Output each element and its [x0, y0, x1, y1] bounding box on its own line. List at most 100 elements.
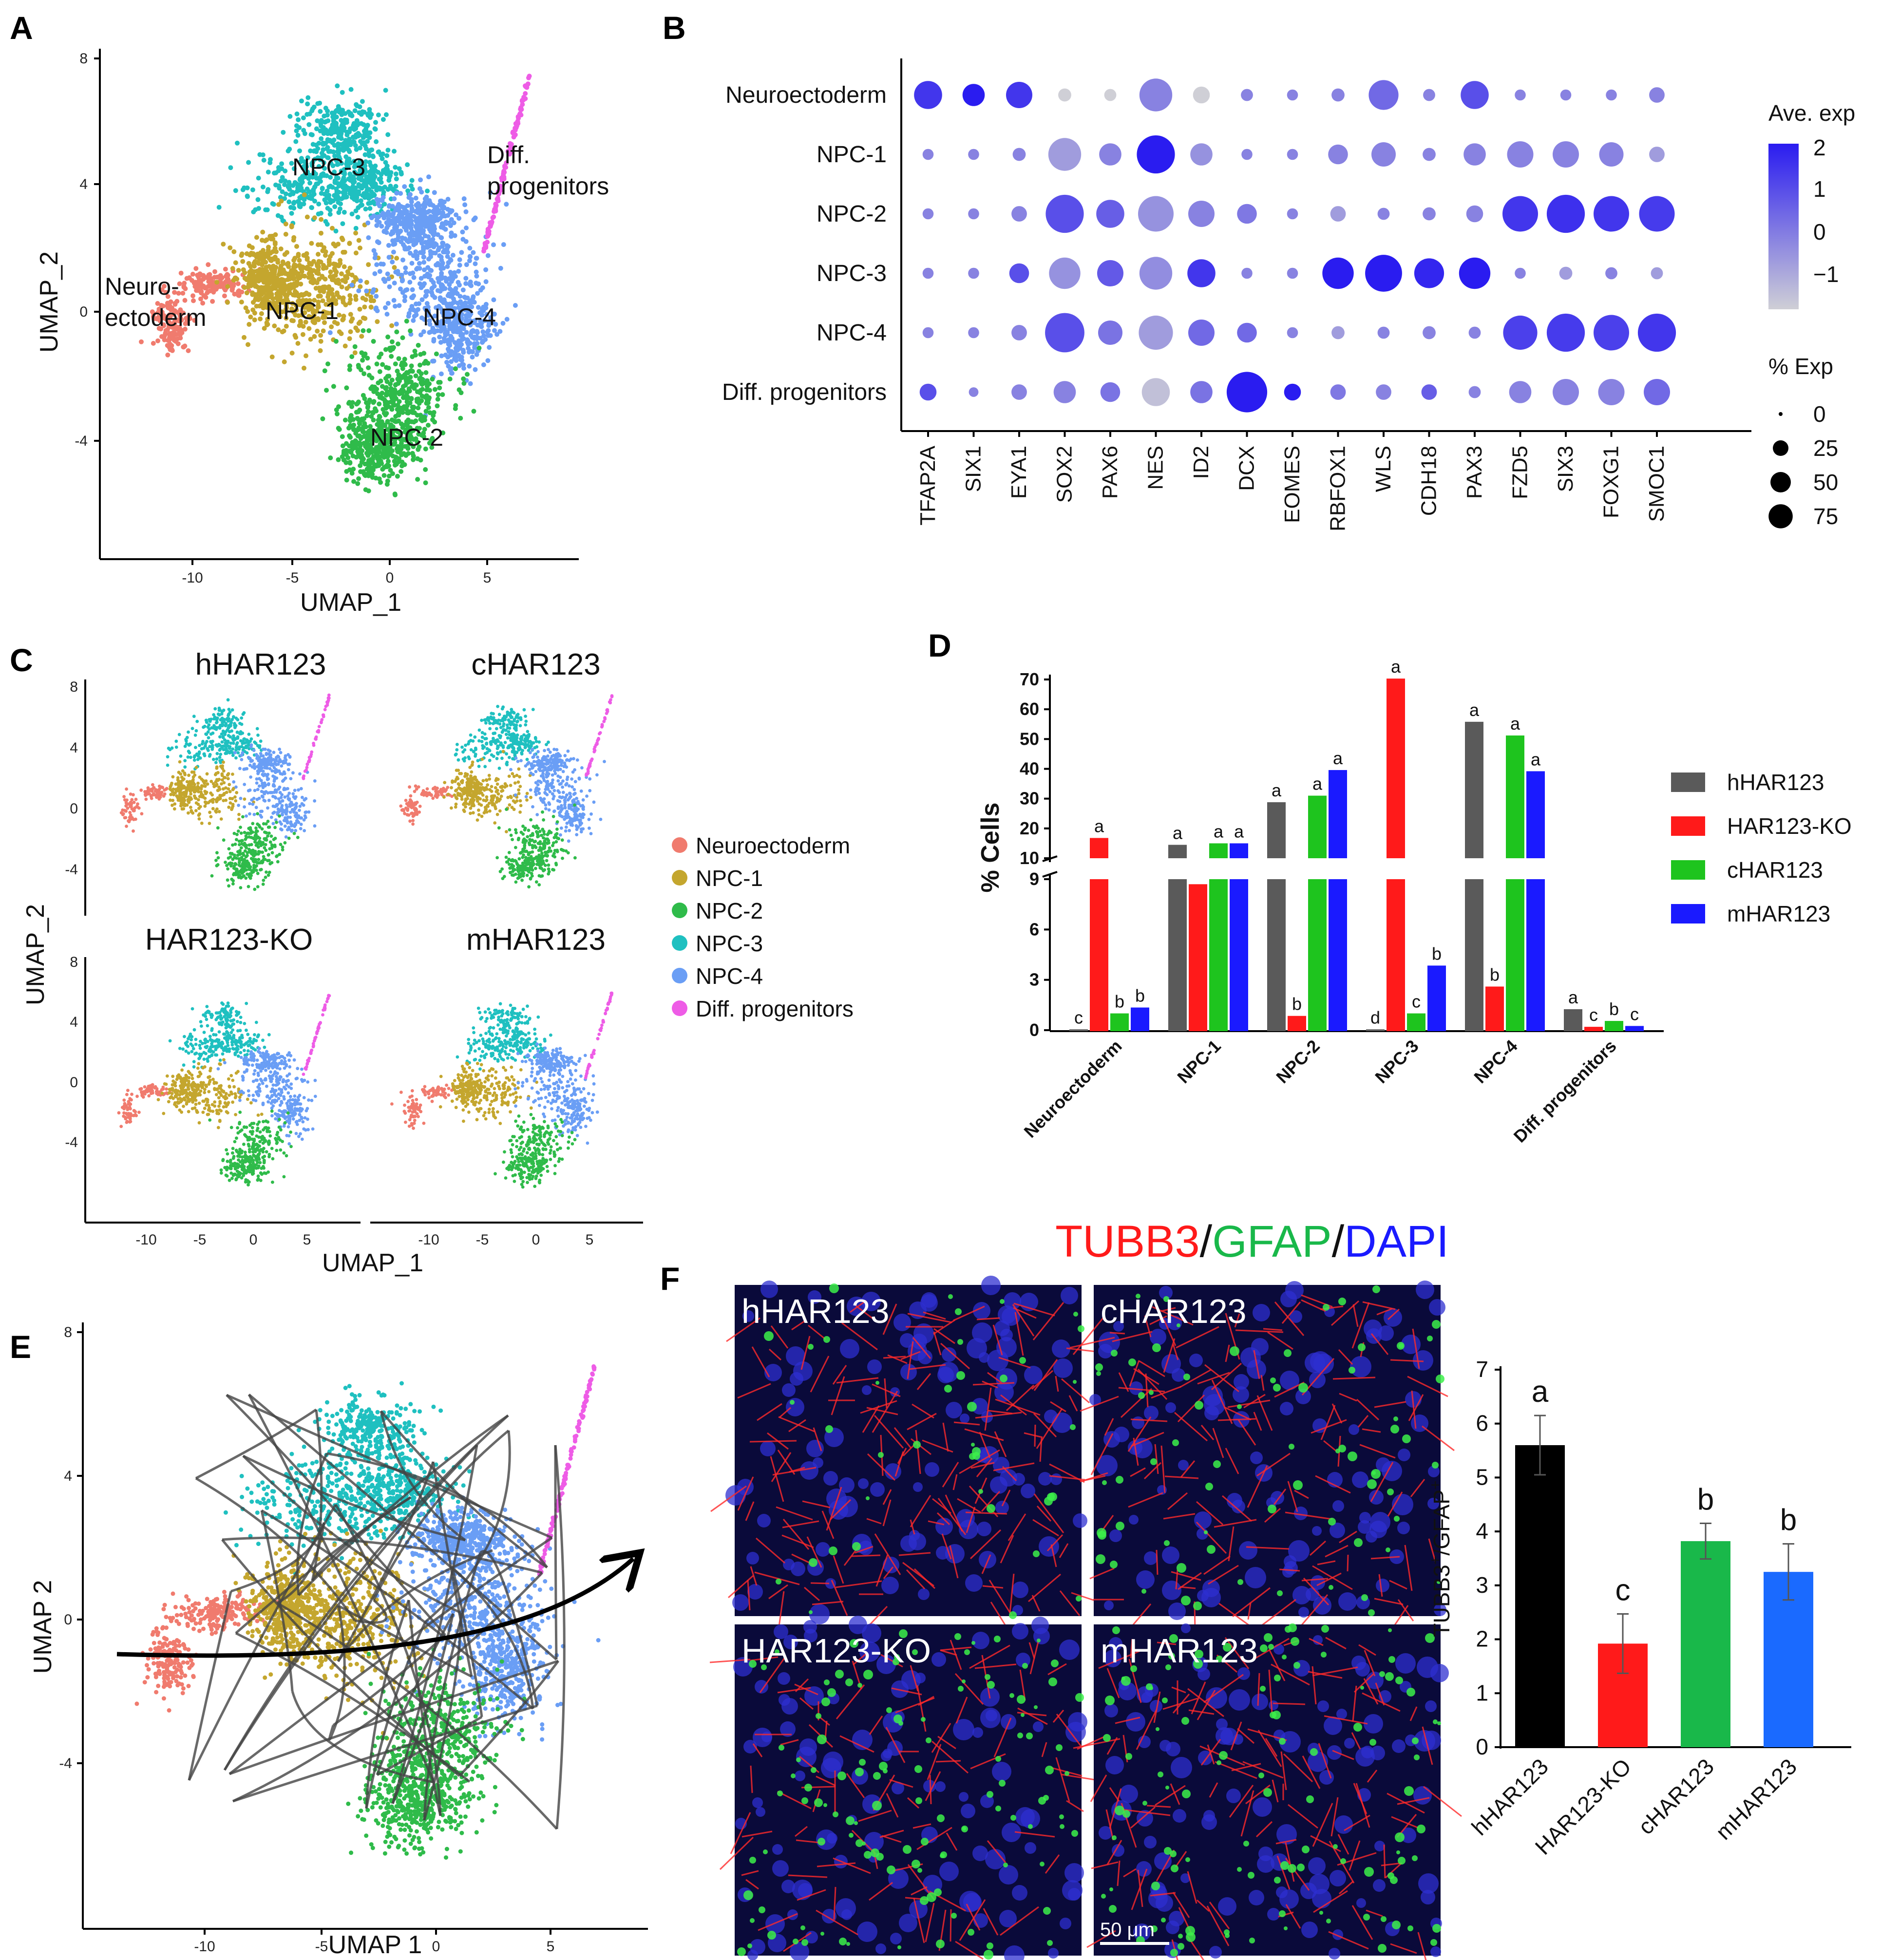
umap-a-point — [400, 335, 405, 340]
umap-a-point — [285, 262, 290, 267]
umap-a-point — [294, 189, 300, 194]
umap-c-point — [227, 714, 230, 717]
dotplot-dot — [1423, 207, 1436, 221]
umap-a-point — [303, 163, 308, 169]
umap-c-point — [243, 865, 247, 869]
umap-c-point — [232, 864, 236, 868]
umap-a-point — [166, 320, 171, 324]
umap-c-point — [249, 743, 253, 747]
umap-c-point — [248, 802, 251, 806]
umap-a-point — [432, 387, 437, 392]
umap-a-point — [161, 322, 166, 327]
umap-a-point — [347, 460, 353, 465]
dotplot-dot — [1137, 135, 1175, 174]
umap-a-point — [399, 170, 404, 175]
umap-a-point — [325, 361, 330, 367]
umap-a-point — [425, 271, 430, 277]
umap-c-point — [234, 756, 238, 760]
umap-c-point — [294, 829, 298, 832]
umap-c-point — [247, 835, 251, 839]
umap-a-point — [366, 262, 371, 267]
umap-a-point — [160, 316, 165, 321]
umap-c-point — [296, 835, 300, 839]
umap-a-point — [377, 269, 382, 274]
umap-a-point — [417, 301, 422, 306]
umap-a-point — [311, 188, 316, 194]
umap-a-point — [352, 350, 358, 356]
umap-a-point — [347, 363, 352, 369]
umap-c-point — [225, 744, 228, 747]
umap-c-point — [242, 767, 246, 771]
umap-a-point — [342, 417, 348, 423]
umap-c-point — [243, 805, 246, 809]
umap-c-point — [148, 789, 152, 792]
umap-c-point — [216, 712, 220, 716]
umap-a-point — [375, 308, 380, 314]
umap-a-point — [385, 301, 391, 306]
umap-a-xtick-label: 5 — [483, 570, 492, 586]
umap-a-cluster-label: NPC-1 — [266, 297, 339, 324]
umap-c-point — [270, 843, 274, 847]
umap-a-point — [256, 297, 261, 302]
umap-a-point — [500, 320, 506, 326]
umap-c-point — [261, 784, 264, 788]
umap-a-point — [278, 277, 284, 283]
umap-a-point — [365, 139, 370, 144]
umap-a-point — [151, 311, 156, 317]
umap-a-point — [382, 279, 388, 284]
umap-a-point — [245, 309, 250, 314]
pct-exp-dot — [1770, 472, 1791, 492]
umap-a-point — [327, 211, 333, 217]
umap-c-point — [197, 813, 201, 817]
umap-a-point — [294, 244, 299, 249]
umap-c-point — [259, 868, 262, 872]
umap-c-point — [252, 837, 256, 841]
umap-c-point — [243, 797, 247, 801]
umap-a-cluster-label: NPC-2 — [370, 424, 443, 451]
umap-a-point — [475, 291, 480, 296]
umap-a-point — [366, 488, 371, 493]
dotplot-dot — [922, 208, 934, 220]
umap-a-point — [371, 389, 377, 394]
umap-a-point — [523, 91, 528, 96]
umap-a-point — [422, 281, 427, 286]
umap-a-point — [416, 405, 421, 411]
umap-a-point — [296, 253, 301, 259]
umap-c-point — [253, 853, 257, 857]
umap-a-point — [384, 385, 389, 390]
umap-c-point — [218, 788, 222, 791]
umap-a-point — [363, 159, 368, 164]
umap-a-point — [168, 324, 173, 329]
umap-a-point — [363, 146, 369, 151]
dotplot-dot — [1515, 267, 1526, 279]
umap-c-point — [260, 842, 263, 846]
umap-c-point — [304, 797, 308, 801]
umap-c-point — [228, 855, 232, 859]
umap-a-point — [465, 372, 470, 377]
dotplot-dot — [1639, 196, 1675, 232]
umap-a-point — [225, 273, 230, 278]
umap-a-point — [323, 119, 328, 124]
pct-exp-title: % Exp — [1768, 354, 1833, 379]
umap-c-point — [206, 782, 209, 786]
umap-a-point — [476, 345, 482, 351]
umap-c-point — [180, 807, 184, 811]
umap-a-point — [302, 365, 306, 371]
umap-c-point — [248, 788, 252, 792]
umap-a-point — [453, 366, 458, 371]
umap-a-point — [309, 241, 314, 246]
umap-c-point — [187, 773, 190, 777]
dotplot-gene-label: CDH18 — [1417, 446, 1441, 516]
umap-a-point — [212, 269, 217, 274]
umap-a-point — [501, 242, 506, 247]
umap-a-point — [230, 266, 235, 271]
dotplot-dot — [1546, 194, 1585, 233]
umap-a-point — [283, 221, 288, 226]
umap-a-point — [459, 250, 464, 255]
umap-a-point — [353, 230, 359, 236]
umap-a-point — [165, 352, 171, 358]
umap-c-point — [186, 755, 190, 759]
umap-c-point — [233, 751, 237, 754]
umap-c-point — [256, 812, 259, 815]
umap-a-point — [450, 253, 456, 258]
